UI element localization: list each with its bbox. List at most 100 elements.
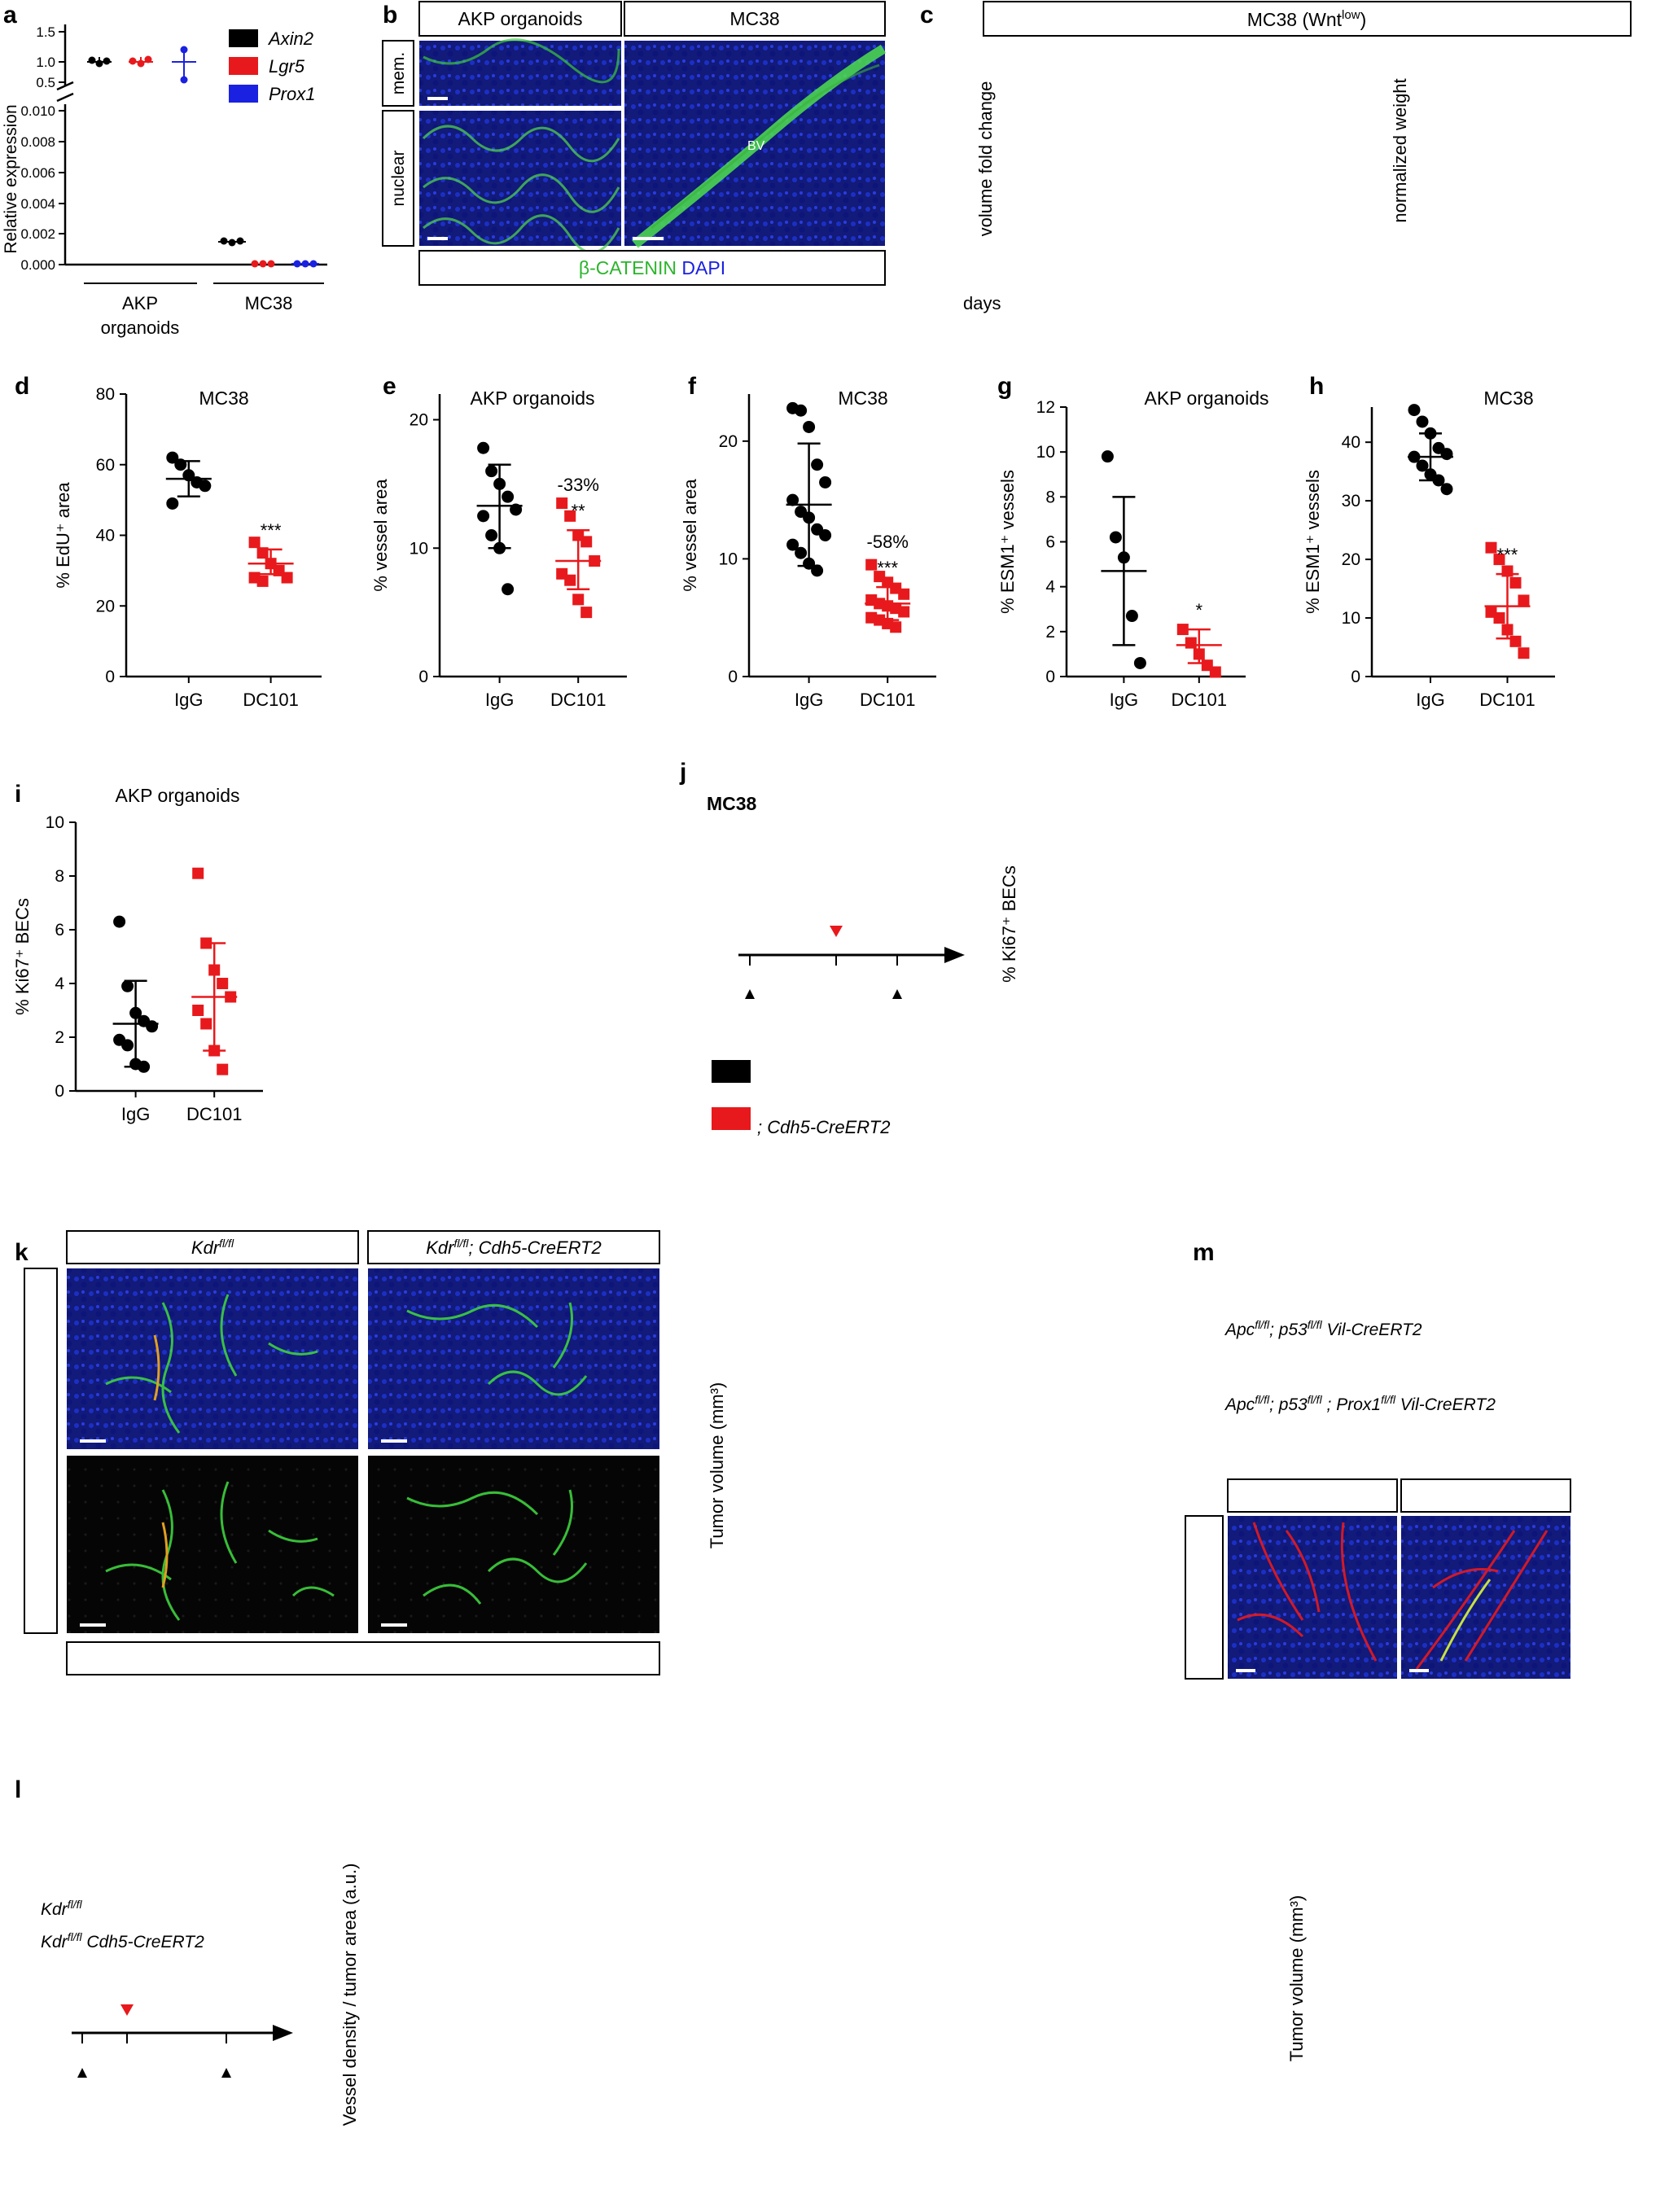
l-head-1: Kdrfl/fl (191, 1237, 234, 1258)
a-ytick: 0.010 (20, 103, 55, 119)
significance-stars: *** (877, 558, 898, 578)
y-axis-label: % EdU⁺ area (53, 482, 73, 589)
x-tick-label: IgG (1416, 690, 1444, 710)
data-point (890, 621, 902, 633)
data-point (572, 594, 585, 606)
data-point (256, 575, 269, 587)
y-tick-label: 0 (1045, 668, 1055, 686)
data-point (1509, 635, 1522, 647)
data-point (1509, 576, 1522, 589)
panel-k: j MC38 ; Cdh5-CreERT2 % Ki67⁺ BECs (679, 759, 1019, 1137)
data-point (1209, 666, 1221, 678)
x-tick-label: DC101 (243, 690, 298, 710)
panel-letter-b: b (383, 2, 397, 28)
y-tick-label: 10 (410, 539, 428, 558)
l-image-2b (368, 1456, 659, 1633)
y-tick-label: 4 (1045, 578, 1055, 597)
y-tick-label: 40 (96, 527, 115, 545)
panel-l: k Kdrfl/fl Kdrfl/fl; Cdh5-CreERT2 Tumor … (15, 1230, 727, 1675)
c-xlabel: days (963, 293, 1001, 313)
y-tick-label: 30 (1342, 492, 1360, 510)
a-group-organoids: organoids (101, 318, 180, 338)
a-marks (87, 46, 319, 268)
a-ytick: 0.004 (20, 196, 55, 212)
y-tick-label: 80 (96, 385, 115, 404)
panel-title: AKP organoids (1144, 388, 1268, 409)
y-tick-label: 10 (1036, 443, 1055, 462)
y-axis-label: % ESM1⁺ vessels (997, 470, 1018, 614)
panel-title: MC38 (199, 388, 248, 409)
y-tick-label: 2 (1045, 623, 1055, 642)
k-ylabel: % Ki67⁺ BECs (999, 865, 1019, 983)
data-point (1440, 483, 1453, 496)
data-point (217, 1063, 229, 1075)
panel-letter: e (383, 373, 396, 400)
y-tick-label: 8 (1045, 488, 1055, 506)
panel-title: AKP organoids (115, 785, 239, 806)
panel-letter-n: m (1193, 1239, 1215, 1266)
a-ytick: 1.5 (36, 24, 55, 40)
percent-change: -58% (867, 532, 909, 552)
data-point (146, 1020, 159, 1033)
k-tam-marker (830, 926, 843, 937)
data-point (477, 441, 490, 454)
y-tick-label: 20 (410, 411, 428, 430)
c-ylabel: volume fold change (975, 81, 996, 237)
b-stain-green: β-CATENIN (579, 257, 677, 278)
significance-stars: *** (261, 520, 282, 541)
y-tick-label: 0 (728, 668, 738, 686)
l-image-1b (67, 1456, 358, 1633)
data-point (564, 574, 576, 586)
data-point (580, 607, 593, 619)
x-tick-label: DC101 (1479, 690, 1535, 710)
percent-change: -33% (558, 475, 599, 495)
data-point (113, 915, 126, 928)
data-point (1518, 594, 1530, 607)
panel-n: m Apcfl/fl; p53fl/fl Vil-CreERT2 Apcfl/f… (1185, 1239, 1571, 2061)
x-tick-label: IgG (795, 690, 823, 710)
a-ytick: 0.002 (20, 226, 55, 242)
data-point (248, 537, 261, 549)
b-stain-legend: β-CATENIN DAPI (579, 257, 725, 278)
data-point (217, 978, 229, 989)
y-tick-label: 10 (719, 550, 738, 568)
panel-b: b AKP organoids MC38 mem. nuclear BV β-C… (382, 1, 887, 286)
panel-letter-k: j (679, 759, 686, 786)
data-point (898, 588, 910, 600)
b-side-nuclear: nuclear (389, 151, 408, 207)
panel-f: 0 10 20 IgG DC101 *** -58% MC38 % vessel area f (680, 373, 936, 710)
data-point (1185, 637, 1197, 649)
a-ytick: 0.008 (20, 134, 55, 150)
data-point (1416, 459, 1429, 472)
panel-letter-a: a (3, 2, 17, 28)
a-legend-prox1: Prox1 (269, 84, 315, 104)
x-tick-label: IgG (174, 690, 203, 710)
panel-letter: f (688, 373, 697, 400)
data-point (786, 493, 799, 506)
a-group-mc38: MC38 (245, 293, 293, 313)
y-tick-label: 0 (418, 668, 428, 686)
data-point (166, 451, 179, 464)
panel-d: 0 20 40 60 80 IgG DC101 *** MC38 % EdU⁺ area d (15, 373, 322, 710)
y-tick-label: 0 (105, 668, 115, 686)
m-ylabel: Vessel density / tumor area (a.u.) (339, 1864, 360, 2127)
data-point (1408, 404, 1421, 417)
n-image-ap (1228, 1516, 1397, 1679)
c-title-main: MC38 (Wnt (1247, 9, 1343, 30)
data-point (1518, 647, 1530, 659)
c-ylabel2: normalized weight (1390, 78, 1410, 222)
panel-i: 0 2 4 6 8 10 IgG DC101 AKP organoids % Ki67⁺ BECs… (12, 781, 263, 1124)
m-geno2: Kdrfl/fl Cdh5-CreERT2 (41, 1930, 204, 1951)
b-side-mem: mem. (389, 52, 408, 95)
b-bv-label: BV (747, 139, 765, 153)
panel-letter: g (997, 373, 1012, 400)
x-tick-label: IgG (485, 690, 514, 710)
panel-letter: h (1309, 373, 1324, 400)
a-ytick: 0.5 (36, 75, 55, 90)
data-point (556, 497, 568, 510)
y-axis-label: % ESM1⁺ vessels (1303, 470, 1323, 614)
data-point (811, 564, 824, 577)
y-tick-label: 8 (55, 867, 64, 886)
y-tick-label: 20 (1342, 550, 1360, 569)
